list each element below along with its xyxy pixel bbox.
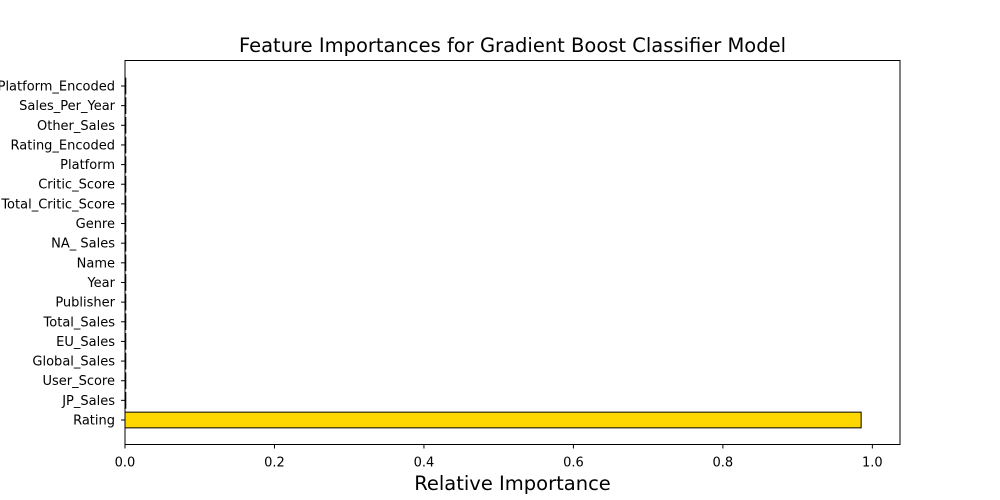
bar-rating (124, 411, 862, 429)
y-tick-label: Genre (76, 217, 115, 232)
y-tick-label: Publisher (55, 296, 115, 311)
y-tick-label: Platform_Encoded (0, 80, 115, 95)
y-tick-label: Total_Critic_Score (0, 197, 115, 212)
y-tick-label: Sales_Per_Year (19, 99, 115, 114)
x-tick-label: 0.4 (414, 456, 435, 471)
chart-title: Feature Importances for Gradient Boost C… (239, 34, 786, 57)
x-axis-label: Relative Importance (414, 472, 611, 495)
y-axis-ticks: Rating JP_Sales User_Score Global_Sales EU_S… (0, 80, 125, 429)
y-tick-label: JP_Sales (61, 394, 115, 409)
x-tick-label: 0.2 (264, 456, 285, 471)
y-tick-label: NA_ Sales (51, 237, 115, 252)
x-axis-ticks: 0.0 0.2 0.4 0.6 0.8 1.0 (115, 444, 883, 471)
y-tick-label: Rating_Encoded (11, 138, 115, 153)
y-tick-label: Critic_Score (38, 178, 115, 193)
x-tick-label: 0.0 (115, 456, 136, 471)
x-tick-label: 0.6 (563, 456, 584, 471)
y-tick-label: EU_Sales (56, 335, 115, 350)
y-tick-label: Other_Sales (37, 119, 115, 134)
plot-frame (124, 60, 901, 445)
x-tick-label: 0.8 (713, 456, 734, 471)
y-tick-label: Platform (60, 158, 115, 173)
x-tick-label: 1.0 (862, 456, 883, 471)
bars-group (124, 77, 862, 429)
y-tick-label: Year (86, 276, 115, 291)
y-tick-label: Global_Sales (32, 355, 115, 370)
y-tick-label: Name (77, 256, 115, 271)
y-tick-label: Total_Sales (43, 315, 116, 330)
y-tick-label: Rating (73, 414, 115, 429)
y-tick-label: User_Score (42, 374, 115, 389)
